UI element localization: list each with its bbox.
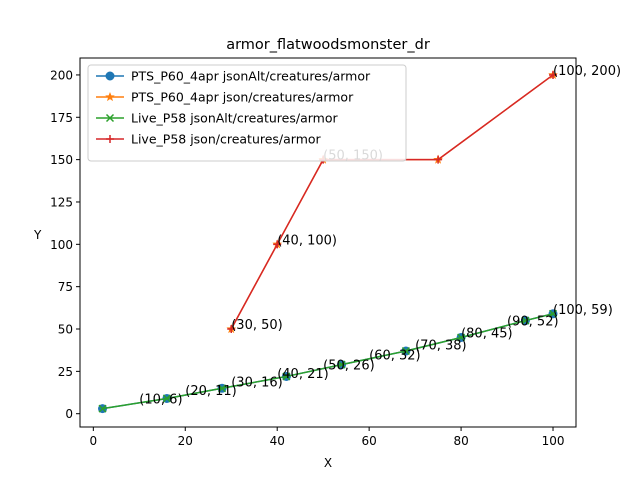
x-tick-label: 40 (270, 434, 285, 448)
legend-label: PTS_P60_4apr jsonAlt/creatures/armor (131, 69, 371, 84)
y-tick-label: 200 (50, 68, 73, 82)
legend-label: PTS_P60_4apr json/creatures/armor (131, 90, 354, 105)
y-tick-label: 150 (50, 153, 73, 167)
y-tick-label: 50 (58, 323, 73, 337)
data-point (401, 347, 410, 356)
y-tick-label: 25 (58, 365, 73, 379)
y-tick-label: 175 (50, 111, 73, 125)
data-point (218, 384, 227, 393)
plot-frame (79, 57, 577, 428)
point-annotation: (100, 200) (553, 64, 621, 79)
legend-marker (106, 135, 114, 143)
x-tick-label: 80 (453, 434, 468, 448)
legend: PTS_P60_4apr jsonAlt/creatures/armor PTS_… (87, 64, 407, 162)
point-annotation: (80, 45) (461, 326, 512, 341)
x-tick-label: 0 (90, 434, 98, 448)
point-annotation: (40, 21) (277, 367, 329, 382)
point-annotation: (60, 32) (369, 349, 421, 364)
data-point (548, 309, 558, 318)
point-annotation: (50, 26) (323, 359, 375, 374)
data-point (457, 333, 466, 342)
x-axis-label: X (324, 456, 332, 470)
data-point (162, 394, 171, 403)
point-annotation: (20, 11) (185, 384, 237, 399)
legend-entry: Live_P58 json/creatures/armor (96, 132, 322, 147)
point-annotation: (70, 38) (415, 338, 467, 353)
y-tick-label: 125 (50, 195, 73, 209)
y-axis-label: Y (33, 228, 42, 242)
point-annotation: (90, 52) (507, 315, 558, 330)
y-tick-label: 75 (58, 280, 73, 294)
point-annotation: (30, 50) (231, 318, 283, 333)
data-point (521, 316, 530, 325)
legend-label: Live_P58 json/creatures/armor (131, 132, 322, 147)
x-tick-label: 20 (178, 434, 193, 448)
legend-entry: Live_P58 jsonAlt/creatures/armor (96, 111, 338, 126)
legend-box (87, 64, 407, 162)
data-point (337, 360, 346, 369)
legend-entry: PTS_P60_4apr jsonAlt/creatures/armor (96, 69, 371, 84)
x-tick-label: 60 (362, 434, 377, 448)
axes-layer: 0 20 40 60 80 100 0 25 50 75 100 125 150 175 200 (50, 57, 577, 448)
chart-title: armor_flatwoodsmonster_dr (226, 37, 430, 53)
point-annotation: (40, 100) (277, 233, 337, 248)
y-tick-label: 0 (65, 407, 73, 421)
point-annotation: (10, 6) (139, 393, 182, 408)
data-point (434, 155, 443, 164)
data-point (98, 404, 107, 413)
data-point (273, 240, 282, 249)
data-point (549, 70, 558, 79)
series-3 (98, 309, 558, 413)
legend-entry: PTS_P60_4apr json/creatures/armor (96, 90, 354, 105)
legend-label: Live_P58 jsonAlt/creatures/armor (131, 111, 338, 126)
legend-marker (105, 113, 115, 123)
data-point (227, 325, 236, 334)
legend-marker (105, 71, 115, 81)
data-point (282, 372, 291, 381)
point-annotation: (100, 59) (553, 303, 613, 318)
point-annotation: (30, 16) (231, 376, 283, 391)
y-tick-label: 100 (50, 238, 73, 252)
legend-marker (105, 91, 115, 102)
x-tick-label: 100 (542, 434, 565, 448)
